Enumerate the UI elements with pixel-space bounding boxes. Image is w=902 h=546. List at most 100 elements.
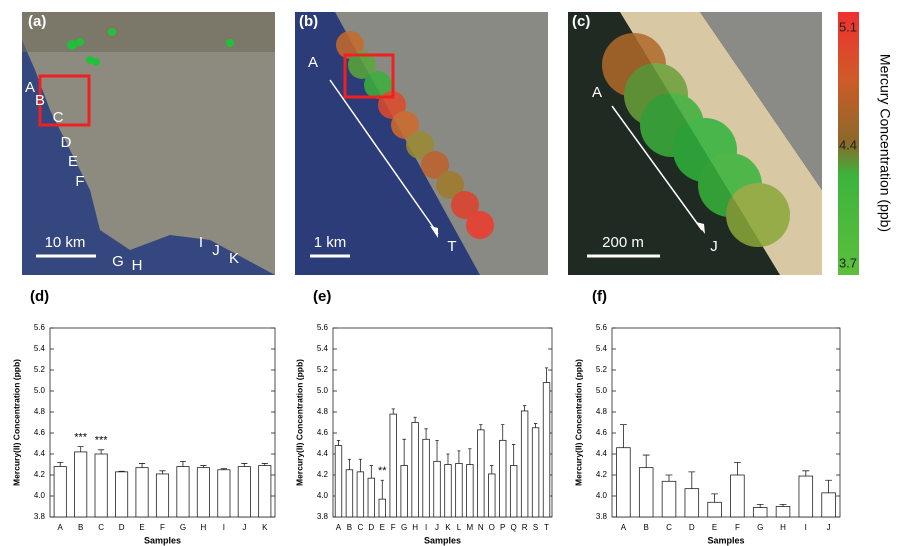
y-tick-label: 4.6 [34,428,46,437]
point-label: D [61,134,72,151]
y-axis-label: Mercury(II) Concentration (ppb) [294,359,304,486]
y-tick-label: 4.2 [596,470,608,479]
x-tick-label: G [757,523,763,532]
x-axis-label: Samples [144,535,181,545]
y-tick-label: 5.6 [317,323,329,332]
y-tick-label: 4.6 [317,428,329,437]
y-tick-label: 5.0 [34,386,46,395]
bar [638,467,654,518]
point-label: G [112,253,124,270]
x-tick-label: P [500,523,505,532]
bar [477,429,485,518]
bar [499,439,507,518]
bar [542,382,551,518]
x-tick-label: I [425,523,427,532]
x-tick-label: H [780,523,786,532]
error-bar [369,465,373,479]
point-label: B [35,92,45,109]
x-tick-label: R [522,523,528,532]
bar [115,471,129,518]
bar [707,501,722,518]
y-tick-label: 4.0 [317,491,329,500]
error-bar [501,424,505,441]
point-label: A [308,54,318,71]
x-tick-label: J [242,523,246,532]
x-tick-label: C [98,523,104,532]
bar [356,471,365,518]
bar [520,410,529,518]
annotation: *** [74,432,88,444]
bar [389,413,397,518]
x-tick-label: J [435,523,439,532]
error-bar [733,462,741,475]
annotation: ** [378,465,387,477]
bar [196,467,210,518]
x-tick-label: L [457,523,462,532]
error-bar [413,416,417,423]
error-bar [220,468,227,470]
error-bar [200,465,207,468]
scale-label: 1 km [314,234,347,251]
error-bar [619,424,627,448]
error-bar [522,405,527,411]
point-label: A [25,79,35,96]
y-tick-label: 4.4 [596,449,608,458]
y-tick-label: 4.8 [596,407,608,416]
x-tick-label: I [223,523,225,532]
y-tick-label: 3.8 [596,512,608,521]
x-tick-label: H [412,523,418,532]
y-tick-label: 5.2 [34,365,46,374]
bar [752,507,768,518]
x-tick-label: T [544,523,549,532]
error-bar [347,458,352,470]
error-bar [358,458,363,472]
x-tick-label: A [336,523,342,532]
y-axis-label: Mercury(II) Concentration (ppb) [11,359,21,486]
y-tick-label: 5.6 [596,323,608,332]
point-label: K [229,250,239,267]
y-tick-label: 5.0 [596,386,608,395]
point-label: I [199,234,203,251]
scale-label: 10 km [45,234,86,251]
bar [661,480,677,518]
error-bar [241,463,248,467]
x-tick-label: F [735,523,740,532]
x-tick-label: C [666,523,672,532]
annotation: *** [95,435,109,447]
error-bar [118,470,125,472]
y-axis-label: Mercury(II) Concentration (ppb) [573,359,583,486]
bar [433,460,441,518]
colorbar-tick-label: 3.7 [839,255,857,270]
colorbar-tick-label: 5.1 [839,19,857,34]
x-tick-label: S [533,523,538,532]
x-tick-label: F [391,523,396,532]
panel-label: (c) [572,13,590,30]
x-tick-label: B [347,523,352,532]
bar [94,453,108,518]
error-bar [57,462,64,467]
error-bar [779,504,787,507]
scale-label: 200 m [602,234,644,251]
panel-label: (d) [30,288,49,305]
point-label: E [68,153,78,170]
y-tick-label: 4.2 [317,470,329,479]
y-tick-label: 4.0 [34,491,46,500]
bar [345,469,354,518]
y-tick-label: 5.2 [317,365,329,374]
colorbar-title: Mercury Concentration (ppb) [877,54,893,232]
x-tick-label: B [78,523,83,532]
bar [466,464,474,518]
error-bar [391,408,395,415]
error-bar [756,504,764,508]
error-bar [544,367,549,383]
error-bar [336,439,341,446]
bar [730,474,745,518]
x-tick-label: D [689,523,695,532]
error-bar [138,463,146,468]
map-c [568,12,822,275]
bar [509,465,518,518]
point-label: A [592,84,602,101]
error-bar [159,470,166,474]
bar [531,427,540,518]
x-tick-label: N [478,523,484,532]
